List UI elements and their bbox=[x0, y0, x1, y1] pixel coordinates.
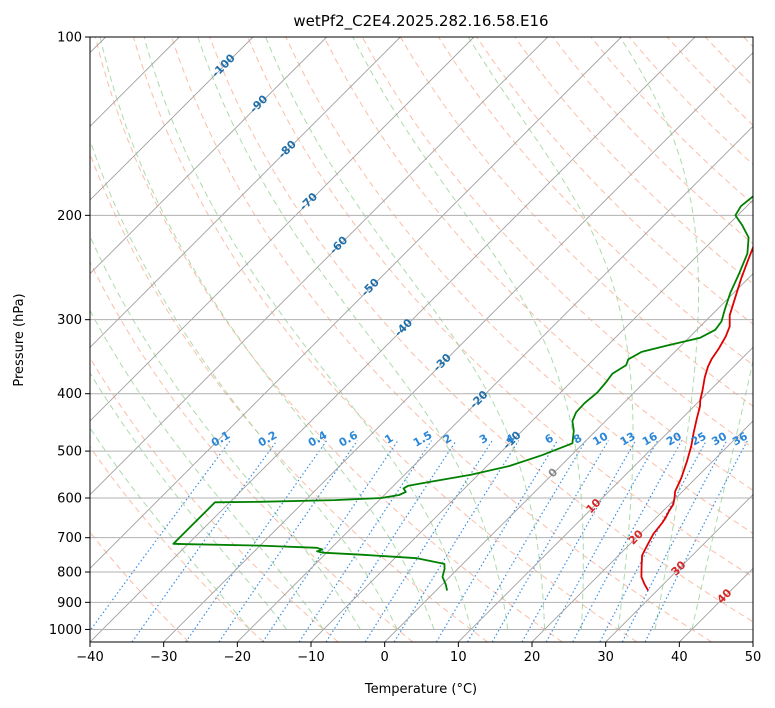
isotherm-line bbox=[384, 273, 753, 642]
isotherm-line bbox=[605, 494, 753, 642]
dry-adiabat-line bbox=[247, 37, 753, 578]
isotherm-line bbox=[458, 346, 753, 642]
dry-adiabat-line bbox=[94, 37, 563, 642]
dry-adiabat-line bbox=[132, 37, 638, 642]
y-tick-label: 100 bbox=[57, 31, 82, 46]
background-lines bbox=[90, 37, 753, 642]
mixing-ratio-line bbox=[298, 440, 432, 642]
mixing-ratio-line bbox=[131, 440, 278, 642]
chart-title: wetPf2_C2E4.2025.282.16.58.E16 bbox=[293, 12, 548, 31]
mixing-ratio-line bbox=[262, 440, 399, 642]
mixing-ratio-line bbox=[325, 440, 457, 642]
moist-adiabat-line bbox=[691, 358, 753, 630]
mixing-ratio-line bbox=[466, 440, 587, 642]
dry-adiabat-line bbox=[209, 37, 753, 623]
y-tick-label: 300 bbox=[57, 313, 82, 328]
isotherm-line bbox=[90, 37, 475, 422]
y-tick-label: 700 bbox=[57, 531, 82, 546]
y-tick-label: 200 bbox=[57, 209, 82, 224]
moist-adiabat-line bbox=[90, 235, 361, 630]
moist-adiabat-line bbox=[143, 37, 472, 630]
y-tick-label: 800 bbox=[57, 566, 82, 581]
dry-adiabat-line bbox=[476, 37, 753, 325]
isotherm-line bbox=[90, 37, 622, 569]
isotherm-line bbox=[90, 37, 696, 642]
x-tick-label: 20 bbox=[524, 650, 541, 665]
plot-area bbox=[90, 37, 753, 642]
mixing-ratio-line bbox=[572, 440, 683, 642]
x-tick-label: 40 bbox=[671, 650, 688, 665]
x-tick-label: −20 bbox=[224, 650, 251, 665]
mixing-ratio-line bbox=[364, 440, 493, 642]
mixing-ratio-line bbox=[491, 440, 609, 642]
moist-adiabat-line bbox=[352, 37, 584, 630]
isotherm-line bbox=[163, 52, 753, 642]
y-tick-label: 1000 bbox=[49, 623, 82, 638]
y-tick-label: 500 bbox=[57, 445, 82, 460]
x-tick-label: −30 bbox=[150, 650, 177, 665]
moist-adiabat-line bbox=[265, 37, 546, 630]
isotherm-line bbox=[90, 37, 401, 348]
moist-adiabat-line bbox=[99, 37, 435, 630]
dry-adiabat-line bbox=[90, 356, 339, 642]
x-axis-label: Temperature (°C) bbox=[364, 682, 477, 697]
mixing-ratio-line bbox=[185, 440, 328, 642]
dewpoint-profile-line bbox=[172, 195, 753, 591]
isotherm-line bbox=[90, 37, 548, 496]
y-axis: 100 200 300 400 500 600 700 800 900 1000 bbox=[49, 31, 90, 638]
x-tick-label: −10 bbox=[297, 650, 324, 665]
y-tick-label: 900 bbox=[57, 596, 82, 611]
mixing-ratio-line bbox=[521, 440, 637, 642]
x-tick-label: 10 bbox=[450, 650, 467, 665]
mixing-ratio-line bbox=[644, 440, 748, 642]
dry-adiabat-line bbox=[171, 37, 712, 642]
mixing-ratio-line bbox=[435, 440, 558, 642]
temperature-profile-line bbox=[640, 245, 753, 592]
y-axis-label: Pressure (hPa) bbox=[12, 293, 27, 386]
dry-adiabat-line bbox=[323, 37, 753, 491]
x-tick-label: −40 bbox=[76, 650, 103, 665]
moist-adiabat-line bbox=[90, 309, 325, 630]
isotherm-line bbox=[90, 37, 254, 201]
x-tick-label: 0 bbox=[381, 650, 389, 665]
moist-adiabat-line bbox=[90, 138, 398, 630]
moist-adiabat-line bbox=[90, 427, 251, 630]
dry-adiabat-line bbox=[285, 37, 753, 535]
moist-adiabat-line bbox=[90, 371, 288, 630]
y-tick-label: 400 bbox=[57, 387, 82, 402]
mixing-ratio-line bbox=[90, 440, 231, 632]
x-tick-label: 50 bbox=[745, 650, 762, 665]
mixing-ratio-line bbox=[545, 440, 659, 642]
x-tick-label: 30 bbox=[597, 650, 614, 665]
x-axis: −40 −30 −20 −10 0 10 20 30 40 50 bbox=[76, 642, 761, 665]
plot-frame bbox=[89, 36, 754, 643]
moist-adiabat-line bbox=[619, 37, 699, 630]
isotherm-line bbox=[531, 420, 753, 642]
isotherm-line bbox=[237, 125, 753, 642]
dry-adiabat-line bbox=[514, 37, 753, 285]
isotherm-line bbox=[90, 37, 327, 275]
dry-adiabat-line bbox=[90, 446, 264, 642]
moist-adiabat-line bbox=[467, 37, 634, 630]
isotherm-line bbox=[310, 199, 753, 642]
series-layer bbox=[172, 195, 753, 592]
y-tick-label: 600 bbox=[57, 492, 82, 507]
dry-adiabat-line bbox=[90, 260, 414, 642]
